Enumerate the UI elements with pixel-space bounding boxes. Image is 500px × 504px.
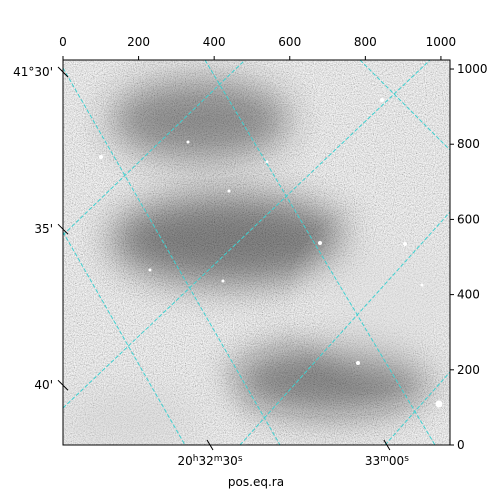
y-tick-label: 800 bbox=[457, 137, 480, 151]
ra-tick-label-part: 32 bbox=[198, 454, 213, 468]
ra-tick-label-part: 00 bbox=[389, 454, 404, 468]
x-tick-label: 0 bbox=[59, 35, 67, 49]
ra-tick-label-part: 33 bbox=[365, 454, 380, 468]
ra-tick-label-part: s bbox=[238, 454, 243, 464]
y-tick-label: 0 bbox=[457, 438, 465, 452]
ra-tick-label-part: h bbox=[193, 454, 199, 464]
y-tick-label: 600 bbox=[457, 212, 480, 226]
ra-tick bbox=[383, 439, 391, 451]
x-tick-label: 1000 bbox=[426, 35, 457, 49]
ra-tick bbox=[206, 439, 214, 451]
ra-tick-label-part: m bbox=[214, 454, 223, 464]
dec-tick-label: 41°30' bbox=[13, 65, 53, 79]
ra-tick-label: 20h32m30s bbox=[177, 454, 242, 468]
ra-tick-label: 33m00s bbox=[365, 454, 409, 468]
dec-tick bbox=[57, 66, 69, 78]
x-tick-label: 200 bbox=[127, 35, 150, 49]
dec-tick bbox=[57, 379, 69, 391]
x-tick-label: 600 bbox=[278, 35, 301, 49]
ra-tick-label-part: m bbox=[380, 454, 389, 464]
frame bbox=[62, 59, 451, 446]
dec-tick-label: 35' bbox=[34, 222, 53, 236]
ra-tick-label-part: 20 bbox=[177, 454, 192, 468]
dec-tick bbox=[57, 223, 69, 235]
ra-tick-label-part: 30 bbox=[223, 454, 238, 468]
y-tick-label: 200 bbox=[457, 363, 480, 377]
x-tick-label: 400 bbox=[203, 35, 226, 49]
sky-image bbox=[63, 60, 450, 445]
x-axis-label: pos.eq.ra bbox=[228, 475, 284, 489]
coordinate-grid bbox=[63, 60, 450, 445]
dec-tick-label: 40' bbox=[34, 378, 53, 392]
x-tick-label: 800 bbox=[354, 35, 377, 49]
y-tick-label: 400 bbox=[457, 288, 480, 302]
y-tick-label: 1000 bbox=[457, 62, 488, 76]
ra-tick-label-part: s bbox=[404, 454, 409, 464]
